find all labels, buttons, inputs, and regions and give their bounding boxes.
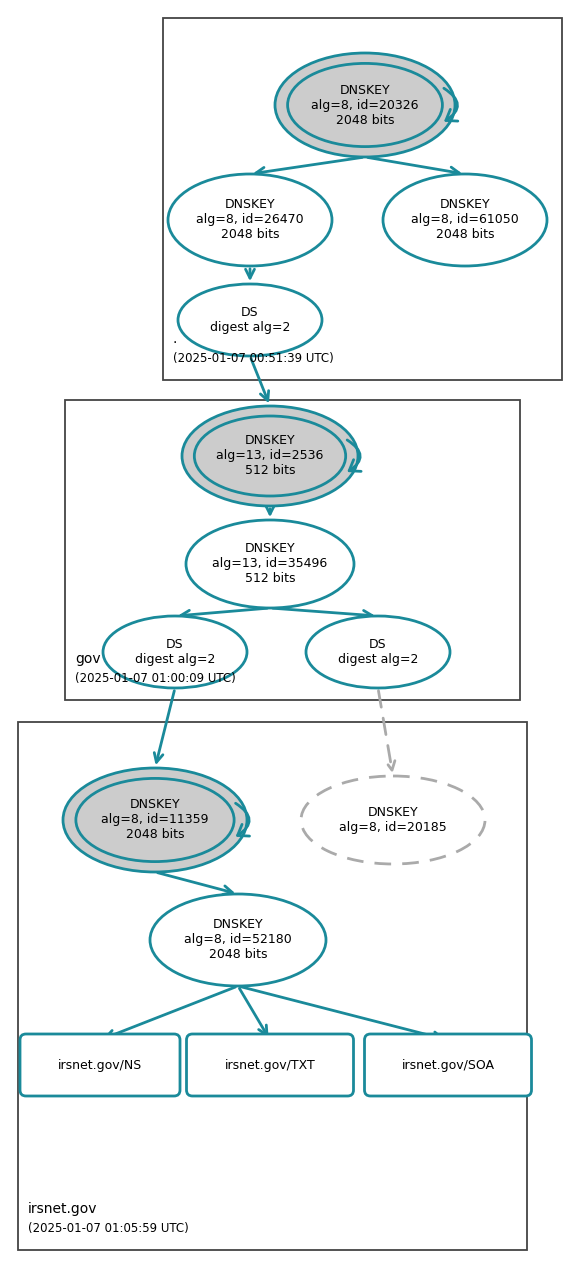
Text: (2025-01-07 01:05:59 UTC): (2025-01-07 01:05:59 UTC) (28, 1222, 189, 1235)
Ellipse shape (178, 284, 322, 357)
Text: (2025-01-07 00:51:39 UTC): (2025-01-07 00:51:39 UTC) (173, 351, 334, 366)
Text: DS
digest alg=2: DS digest alg=2 (210, 305, 290, 334)
Text: DNSKEY
alg=13, id=35496
512 bits: DNSKEY alg=13, id=35496 512 bits (212, 542, 328, 585)
Ellipse shape (150, 895, 326, 987)
Text: DS
digest alg=2: DS digest alg=2 (338, 638, 418, 666)
Text: irsnet.gov/TXT: irsnet.gov/TXT (225, 1058, 315, 1071)
FancyArrowPatch shape (444, 88, 458, 121)
Text: gov: gov (75, 652, 101, 666)
Bar (65, 400, 520, 700)
FancyArrowPatch shape (236, 804, 250, 836)
FancyBboxPatch shape (364, 1034, 532, 1097)
Ellipse shape (306, 616, 450, 688)
Text: (2025-01-07 01:00:09 UTC): (2025-01-07 01:00:09 UTC) (75, 672, 236, 685)
Text: DNSKEY
alg=8, id=61050
2048 bits: DNSKEY alg=8, id=61050 2048 bits (411, 198, 519, 242)
Ellipse shape (383, 174, 547, 266)
Text: DNSKEY
alg=13, id=2536
512 bits: DNSKEY alg=13, id=2536 512 bits (216, 435, 324, 478)
FancyArrowPatch shape (347, 440, 361, 472)
Text: irsnet.gov: irsnet.gov (28, 1203, 98, 1215)
Ellipse shape (103, 616, 247, 688)
Ellipse shape (275, 52, 455, 157)
Text: DNSKEY
alg=8, id=11359
2048 bits: DNSKEY alg=8, id=11359 2048 bits (101, 799, 209, 841)
FancyBboxPatch shape (187, 1034, 353, 1097)
Text: irsnet.gov/NS: irsnet.gov/NS (58, 1058, 142, 1071)
Bar (163, 18, 562, 380)
Ellipse shape (168, 174, 332, 266)
Text: DNSKEY
alg=8, id=26470
2048 bits: DNSKEY alg=8, id=26470 2048 bits (196, 198, 304, 242)
Ellipse shape (182, 406, 358, 506)
Ellipse shape (301, 776, 485, 864)
Ellipse shape (186, 520, 354, 608)
Text: DNSKEY
alg=8, id=52180
2048 bits: DNSKEY alg=8, id=52180 2048 bits (184, 919, 292, 961)
Ellipse shape (63, 768, 247, 872)
Bar (18, 722, 527, 1250)
Text: DNSKEY
alg=8, id=20326
2048 bits: DNSKEY alg=8, id=20326 2048 bits (311, 83, 419, 127)
Text: DNSKEY
alg=8, id=20185: DNSKEY alg=8, id=20185 (339, 806, 447, 835)
FancyBboxPatch shape (20, 1034, 180, 1097)
Text: .: . (173, 332, 177, 346)
Text: irsnet.gov/SOA: irsnet.gov/SOA (401, 1058, 494, 1071)
Text: DS
digest alg=2: DS digest alg=2 (135, 638, 215, 666)
